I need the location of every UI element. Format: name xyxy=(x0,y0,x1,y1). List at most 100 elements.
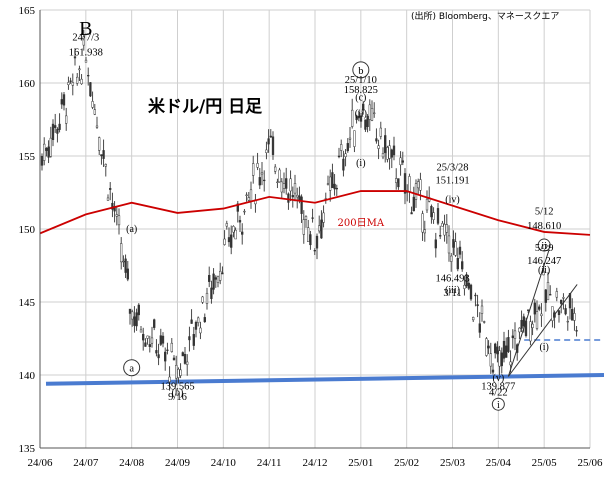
candle-body xyxy=(491,369,495,373)
candle-body xyxy=(87,74,90,77)
candlesticks xyxy=(40,29,578,391)
x-tick-label: 25/05 xyxy=(532,457,558,469)
candle-body xyxy=(509,361,512,366)
candle-body xyxy=(278,169,281,183)
annotation-label: 3/11 xyxy=(443,288,461,299)
candle-body xyxy=(320,219,323,239)
candle-body xyxy=(318,225,321,232)
candle-body xyxy=(106,197,110,201)
candle-body xyxy=(104,164,107,167)
candle-body xyxy=(230,234,233,248)
candle-body xyxy=(82,36,85,46)
candle-body xyxy=(399,157,402,166)
candle-body xyxy=(40,156,44,166)
candle-body xyxy=(478,323,481,333)
annotation-label: 146.247 xyxy=(527,256,561,267)
candle-body xyxy=(507,337,510,352)
chart-title: 米ドル/円 日足 xyxy=(148,96,262,117)
candle-body xyxy=(155,350,158,354)
candle-body xyxy=(300,196,303,214)
candle-body xyxy=(575,330,578,332)
candle-body xyxy=(126,268,129,280)
candle-body xyxy=(252,163,255,176)
candle-body xyxy=(421,213,424,233)
candle-body xyxy=(54,125,57,128)
candle-body xyxy=(364,119,367,130)
candle-body xyxy=(190,319,193,324)
candle-body xyxy=(221,272,224,275)
candle-body xyxy=(225,223,228,227)
wave-circle xyxy=(123,359,141,377)
candle-body xyxy=(177,369,180,378)
candle-body xyxy=(302,219,305,235)
candle-body xyxy=(516,344,519,353)
candle-body xyxy=(355,115,358,121)
candle-body xyxy=(362,103,365,111)
candle-body xyxy=(351,109,354,127)
candle-body xyxy=(346,143,349,152)
annotation-label: 25/1/10 xyxy=(345,75,377,86)
candle-body xyxy=(291,195,294,198)
candle-body xyxy=(417,181,420,189)
candle-body xyxy=(562,297,565,299)
candle-body xyxy=(197,317,200,323)
candle-body xyxy=(390,149,393,158)
candle-body xyxy=(122,260,125,263)
candle-body xyxy=(120,243,123,263)
candle-body xyxy=(227,237,231,243)
candle-body xyxy=(289,178,292,192)
candle-body xyxy=(287,193,290,203)
candle-body xyxy=(133,316,136,326)
candle-body xyxy=(102,150,105,159)
candle-body xyxy=(485,338,488,356)
candle-body xyxy=(168,376,171,383)
x-tick-label: 24/09 xyxy=(165,457,191,469)
candle-body xyxy=(410,212,413,215)
candle-body xyxy=(441,223,444,227)
candle-body xyxy=(568,293,572,309)
candle-body xyxy=(258,177,261,186)
y-tick-label: 145 xyxy=(19,297,36,309)
candle-body xyxy=(98,137,101,151)
candle-body xyxy=(249,189,253,201)
candle-body xyxy=(557,310,561,316)
candle-body xyxy=(500,352,503,367)
candle-body xyxy=(89,82,92,97)
wedge-line-lower xyxy=(507,284,578,377)
candle-body xyxy=(153,319,156,328)
annotations: B24/7/3 161.938 (a) a 139.565(b)9/16 b25/1/10… xyxy=(69,18,561,411)
candle-body xyxy=(73,56,77,59)
candle-body xyxy=(527,309,530,311)
candle-body xyxy=(58,123,61,130)
candle-body xyxy=(551,306,554,321)
candle-body xyxy=(483,321,486,323)
x-tick-label: 25/02 xyxy=(394,457,419,469)
candle-body xyxy=(531,323,534,328)
candle-body xyxy=(179,369,182,376)
candle-body xyxy=(322,212,325,223)
candle-body xyxy=(49,137,52,157)
candle-body xyxy=(370,108,374,121)
candle-body xyxy=(445,224,448,233)
wave-circle-label: a xyxy=(129,364,134,375)
x-tick-label: 24/12 xyxy=(302,457,327,469)
candle-body xyxy=(296,194,299,198)
candle-body xyxy=(342,158,345,171)
candle-body xyxy=(480,305,484,314)
candle-body xyxy=(518,327,521,333)
candle-body xyxy=(274,166,277,172)
candle-body xyxy=(487,345,490,349)
annotation-label: 25/3/28 xyxy=(436,163,468,174)
candle-body xyxy=(115,214,118,217)
x-tick-label: 25/04 xyxy=(486,457,512,469)
candle-body xyxy=(329,176,332,191)
annotation-label: 5/12 xyxy=(535,206,554,217)
candle-body xyxy=(377,145,380,149)
candle-body xyxy=(60,99,63,105)
candle-body xyxy=(529,321,532,342)
candle-body xyxy=(111,202,114,210)
candle-body xyxy=(267,138,270,145)
candle-body xyxy=(263,179,266,182)
candle-body xyxy=(65,115,68,124)
candle-body xyxy=(216,276,220,283)
